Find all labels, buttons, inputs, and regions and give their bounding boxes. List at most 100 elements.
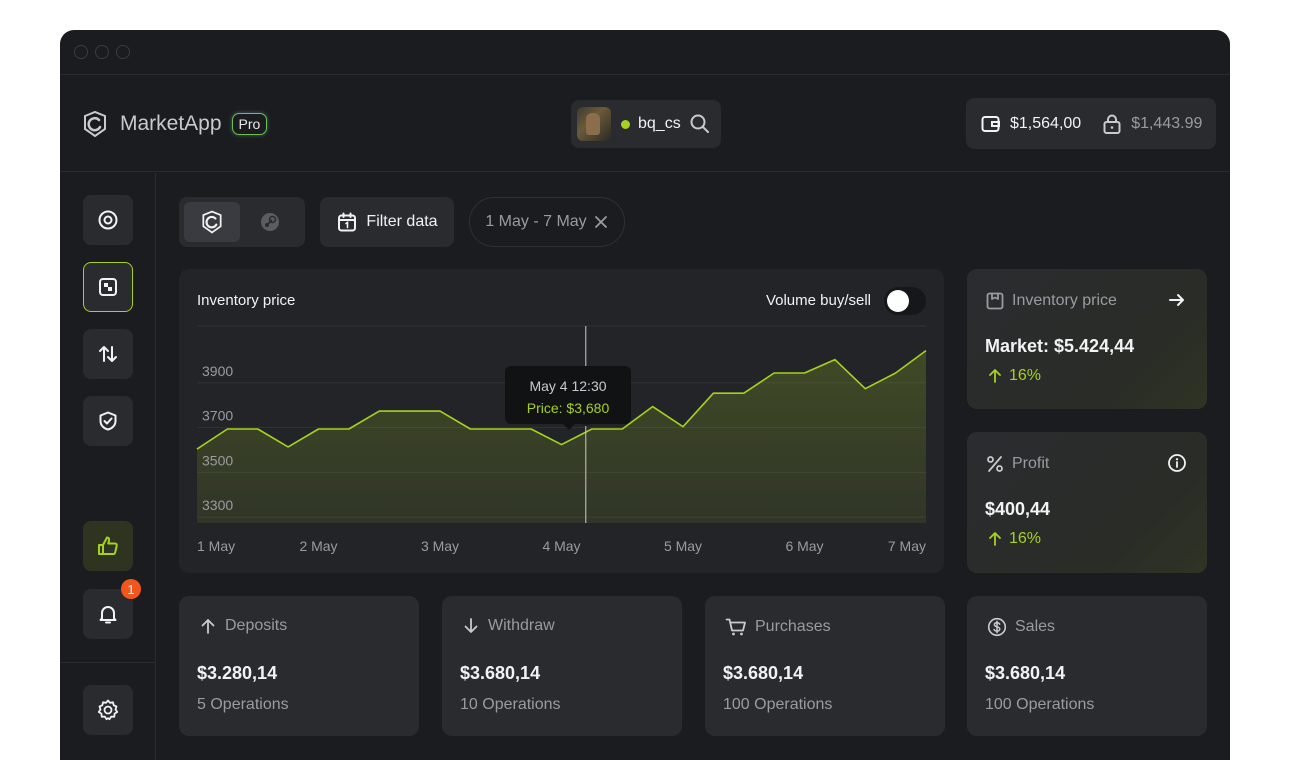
- search-icon[interactable]: [689, 113, 711, 135]
- balance-amount: $1,564,00: [1010, 114, 1082, 132]
- top-header: MarketApp Pro bq_cs $1,564,00 $1,443.99: [60, 76, 1230, 172]
- tooltip-date: May 4 12:30: [529, 378, 607, 394]
- sales-operations: 100 Operations: [985, 696, 1095, 713]
- purchases-title: Purchases: [755, 618, 831, 635]
- sidebar: 1: [60, 173, 156, 760]
- arrows-up-down-icon: [97, 343, 119, 365]
- arrow-up-icon: [987, 531, 1003, 547]
- notification-badge: 1: [121, 579, 141, 599]
- sidebar-item-settings[interactable]: [83, 685, 133, 735]
- source-marketapp-button[interactable]: [184, 202, 240, 242]
- profit-change: 16%: [1009, 530, 1042, 547]
- marketapp-logo-icon: [80, 109, 110, 139]
- inventory-card-title: Inventory price: [1012, 292, 1117, 309]
- marketapp-logo-icon: [199, 209, 225, 235]
- inventory-price-card[interactable]: Inventory price Market: $5.424,44 16%: [967, 269, 1207, 409]
- deposits-title: Deposits: [225, 617, 288, 634]
- cart-icon: [725, 617, 747, 637]
- sidebar-item-feedback[interactable]: [83, 521, 133, 571]
- dollar-circle-icon: [987, 617, 1007, 637]
- window-maximize-button[interactable]: [116, 45, 130, 59]
- x-tick-label: 6 May: [785, 538, 823, 554]
- volume-toggle[interactable]: [884, 287, 926, 315]
- title-bar: [60, 30, 1230, 75]
- inventory-price-chart-card: 3900 3700 3500 3300 1 May 2 May 3 May 4 May 5 M…: [179, 269, 944, 573]
- profit-card[interactable]: Profit $400,44 16%: [967, 432, 1207, 573]
- sales-value: $3.680,14: [985, 663, 1066, 683]
- y-tick-label: 3500: [202, 452, 233, 468]
- deposits-card[interactable]: Deposits $3.280,14 5 Operations: [179, 596, 419, 736]
- inventory-icon: [97, 276, 119, 298]
- profit-value: $400,44: [985, 499, 1051, 519]
- x-tick-label: 2 May: [299, 538, 337, 554]
- window-close-button[interactable]: [74, 45, 88, 59]
- toggle-knob: [887, 290, 909, 312]
- withdraw-card[interactable]: Withdraw $3.680,14 10 Operations: [442, 596, 682, 736]
- brand[interactable]: MarketApp Pro: [80, 109, 268, 139]
- purchases-operations: 100 Operations: [723, 696, 833, 713]
- app-window: MarketApp Pro bq_cs $1,564,00 $1,443.99: [60, 30, 1230, 760]
- x-tick-label: 7 May: [888, 538, 926, 554]
- app-name: MarketApp: [120, 112, 222, 135]
- purchases-value: $3.680,14: [723, 663, 804, 683]
- steam-icon: [259, 211, 281, 233]
- wallet-icon: [980, 113, 1002, 135]
- username: bq_cs: [638, 115, 681, 132]
- chart-line: [196, 349, 927, 450]
- close-icon[interactable]: [593, 214, 609, 230]
- inventory-price-chart[interactable]: 3900 3700 3500 3300 1 May 2 May 3 May 4 May 5 M…: [179, 269, 944, 573]
- filter-data-button[interactable]: Filter data: [320, 197, 454, 247]
- lock-icon: [1101, 113, 1123, 135]
- deposits-operations: 5 Operations: [197, 696, 289, 713]
- inventory-market-value: Market: $5.424,44: [985, 336, 1135, 356]
- percent-icon: [985, 454, 1005, 474]
- sidebar-item-trades[interactable]: [83, 329, 133, 379]
- bell-icon: [97, 603, 119, 625]
- calendar-icon: [336, 211, 358, 233]
- online-status-dot: [621, 119, 630, 129]
- filter-data-label: Filter data: [366, 213, 438, 230]
- sidebar-item-inventory[interactable]: [83, 262, 133, 312]
- balance-chip[interactable]: $1,564,00 $1,443.99: [966, 98, 1216, 149]
- x-tick-label: 4 May: [542, 538, 580, 554]
- arrow-down-icon: [462, 617, 480, 635]
- x-tick-label: 1 May: [197, 538, 235, 554]
- window-minimize-button[interactable]: [95, 45, 109, 59]
- y-tick-label: 3300: [202, 497, 233, 513]
- inventory-change: 16%: [1009, 367, 1042, 384]
- y-tick-label: 3700: [202, 408, 233, 424]
- withdraw-title: Withdraw: [488, 617, 555, 634]
- date-range-chip[interactable]: 1 May - 7 May: [469, 197, 625, 247]
- profit-card-title: Profit: [1012, 455, 1050, 472]
- locked-balance-amount: $1,443.99: [1131, 114, 1203, 132]
- source-switch: [179, 197, 305, 247]
- arrow-right-icon[interactable]: [1167, 290, 1187, 310]
- sales-title: Sales: [1015, 618, 1056, 635]
- sidebar-divider: [60, 662, 156, 663]
- x-tick-label: 5 May: [664, 538, 702, 554]
- x-tick-label: 3 May: [421, 538, 459, 554]
- chart-y-axis: 3900 3700 3500 3300: [202, 363, 233, 513]
- purchases-card[interactable]: Purchases $3.680,14 100 Operations: [705, 596, 945, 736]
- volume-toggle-label: Volume buy/sell: [765, 292, 871, 309]
- inventory-box-icon: [985, 291, 1005, 311]
- sidebar-item-security[interactable]: [83, 396, 133, 446]
- sidebar-item-profile[interactable]: [83, 195, 133, 245]
- thumbs-up-icon: [96, 534, 120, 558]
- source-steam-button[interactable]: [242, 202, 298, 242]
- chart-tooltip: May 4 12:30 Price: $3,680: [505, 366, 631, 430]
- info-icon[interactable]: [1167, 453, 1187, 473]
- gear-icon: [96, 698, 120, 722]
- user-circle-icon: [97, 209, 119, 231]
- sales-card[interactable]: Sales $3.680,14 100 Operations: [967, 596, 1207, 736]
- date-range-label: 1 May - 7 May: [485, 213, 587, 230]
- arrow-up-icon: [199, 617, 217, 635]
- sidebar-item-notifications[interactable]: 1: [83, 579, 141, 639]
- tooltip-price: Price: $3,680: [526, 400, 610, 416]
- withdraw-value: $3.680,14: [460, 663, 541, 683]
- arrow-up-icon: [987, 368, 1003, 384]
- chart-title: Inventory price: [197, 292, 296, 309]
- deposits-value: $3.280,14: [197, 663, 278, 683]
- user-chip[interactable]: bq_cs: [571, 100, 721, 148]
- y-tick-label: 3900: [202, 363, 233, 379]
